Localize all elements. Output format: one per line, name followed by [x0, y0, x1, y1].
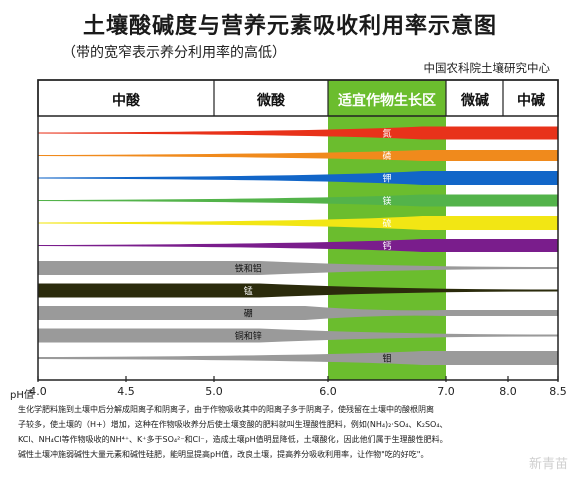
nutrient-label: 硼 — [244, 309, 253, 320]
nutrient-band — [38, 194, 558, 207]
nutrient-label: 铁和铝 — [235, 263, 262, 275]
zone-label: 中碱 — [517, 93, 545, 109]
watermark-text: 新青苗 — [528, 457, 568, 472]
ph-tick-label: 7.0 — [437, 385, 455, 398]
zone-label: 适宜作物生长区 — [338, 93, 436, 109]
nutrient-band — [38, 328, 558, 343]
nutrient-label: 钙 — [382, 240, 391, 252]
ph-tick-marks — [37, 376, 559, 382]
chart-subtitle: （带的宽窄表示养分利用率的高低） — [62, 45, 286, 61]
nutrient-label: 硫 — [382, 218, 391, 230]
nutrient-label: 磷 — [382, 150, 391, 162]
nutrient-band — [38, 171, 558, 185]
nutrient-label: 氮 — [382, 128, 391, 140]
source-label: 中国农科院土壤研究中心 — [423, 61, 551, 75]
ph-tick-label: 8.0 — [499, 385, 517, 398]
chart-title: 土壤酸碱度与营养元素吸收利用率示意图 — [82, 14, 497, 39]
note-line-3: KCl、NH₄Cl等作物吸收的NH⁴⁺、K⁺多于SO₄²⁻和Cl⁻，造成土壤pH… — [18, 435, 448, 444]
nutrient-band — [38, 150, 558, 161]
chart-frame — [37, 79, 559, 381]
nutrient-band — [38, 261, 558, 275]
nutrient-band — [38, 351, 558, 365]
explanation-note: 生化学肥料施到土壤中后分解成阳离子和阴离子，由于作物吸收其中的阳离子多于阴离子，… — [18, 402, 570, 462]
ph-axis-title: pH值 — [10, 390, 34, 401]
zone-label: 微碱 — [461, 93, 489, 109]
note-line-2: 子较多，使土壤的（H+）增加，这种在作物吸收养分后使土壤变酸的肥料就叫生理酸性肥… — [18, 420, 448, 429]
nutrient-label: 镁 — [382, 195, 391, 207]
ph-tick-label: 8.5 — [549, 385, 567, 398]
zone-label: 微酸 — [257, 93, 285, 109]
nutrient-label: 钾 — [382, 173, 391, 185]
ph-tick-label: 5.0 — [205, 385, 223, 398]
nutrient-band — [38, 283, 558, 298]
note-line-4: 碱性土壤冲施弱碱性大量元素和碱性硅肥，能明显提高pH值，改良土壤，提高养分吸收利… — [18, 450, 429, 459]
ph-tick-label: 4.5 — [117, 385, 135, 398]
note-line-1: 生化学肥料施到土壤中后分解成阳离子和阴离子，由于作物吸收其中的阳离子多于阴离子，… — [18, 405, 434, 414]
nutrient-label: 锰 — [244, 285, 253, 297]
nutrient-band — [38, 239, 558, 252]
nutrient-band — [38, 126, 558, 140]
ph-tick-label: 6.0 — [319, 385, 337, 398]
ph-tick-label: 4.0 — [29, 385, 47, 398]
zone-dividers — [213, 80, 504, 116]
nutrient-label: 钼 — [382, 353, 391, 365]
nutrient-label: 铜和锌 — [235, 330, 262, 342]
zone-label: 中酸 — [112, 93, 140, 109]
nutrient-band — [38, 306, 558, 320]
nutrient-band — [38, 216, 558, 230]
